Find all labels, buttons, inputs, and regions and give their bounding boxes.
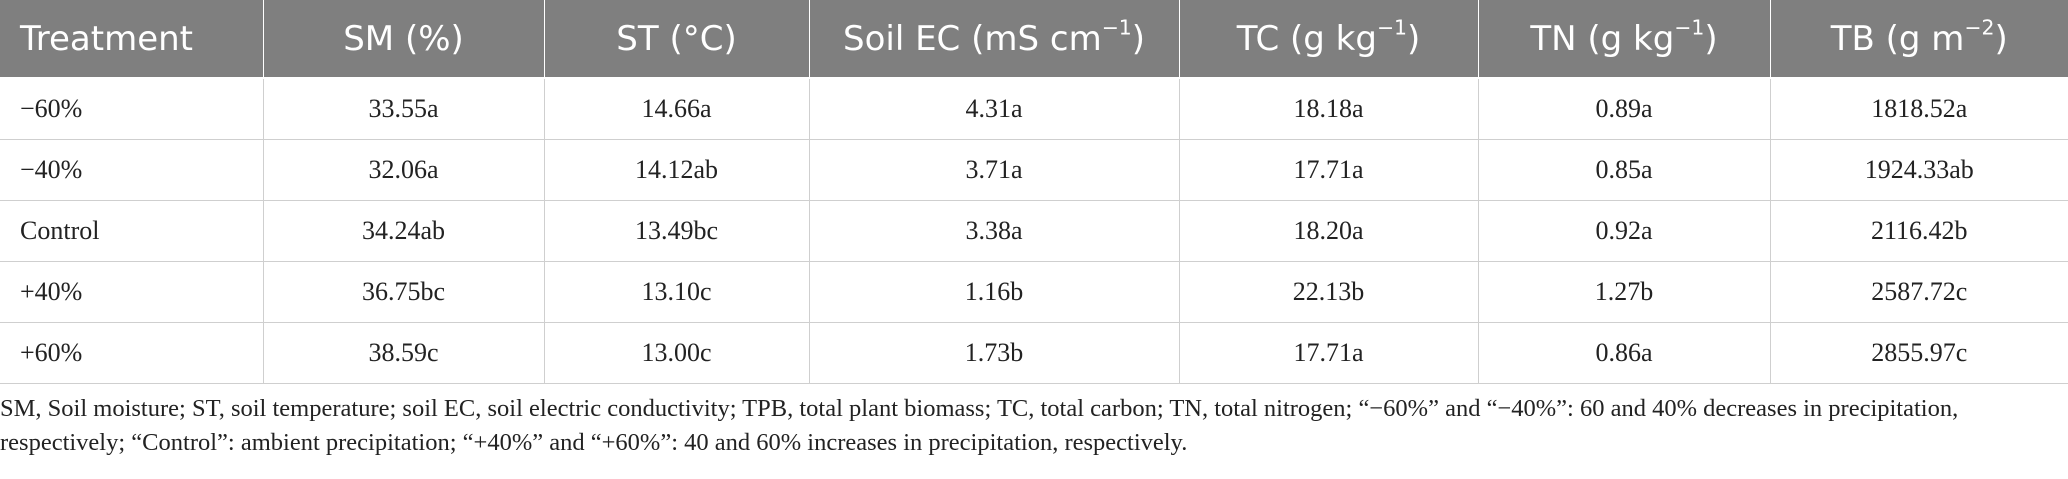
header-st: ST (°C) xyxy=(544,0,810,79)
cell-soil-ec: 1.16b xyxy=(809,261,1180,323)
cell-soil-ec: 3.38a xyxy=(809,200,1180,262)
data-table-container: Treatment SM (%) ST (°C) Soil EC (mS cm−… xyxy=(0,0,2068,384)
header-tb: TB (g m−2) xyxy=(1770,0,2068,79)
cell-st: 14.66a xyxy=(544,77,810,140)
cell-st: 13.10c xyxy=(544,261,810,323)
cell-soil-ec: 3.71a xyxy=(809,139,1180,201)
cell-tn: 0.85a xyxy=(1478,139,1771,201)
header-sm: SM (%) xyxy=(263,0,545,79)
header-row: Treatment SM (%) ST (°C) Soil EC (mS cm−… xyxy=(0,0,2068,79)
table-row: +40% 36.75bc 13.10c 1.16b 22.13b 1.27b 2… xyxy=(0,261,2068,323)
header-soil-ec: Soil EC (mS cm−1) xyxy=(809,0,1180,79)
header-tn: TN (g kg−1) xyxy=(1478,0,1771,79)
cell-treatment: +60% xyxy=(0,322,264,384)
cell-tb: 2587.72c xyxy=(1770,261,2068,323)
cell-tc: 17.71a xyxy=(1179,322,1479,384)
cell-tc: 18.18a xyxy=(1179,77,1479,140)
table-row: +60% 38.59c 13.00c 1.73b 17.71a 0.86a 28… xyxy=(0,322,2068,384)
cell-sm: 34.24ab xyxy=(263,200,545,262)
cell-soil-ec: 4.31a xyxy=(809,77,1180,140)
cell-soil-ec: 1.73b xyxy=(809,322,1180,384)
cell-tb: 1924.33ab xyxy=(1770,139,2068,201)
cell-sm: 33.55a xyxy=(263,77,545,140)
cell-sm: 36.75bc xyxy=(263,261,545,323)
cell-treatment: +40% xyxy=(0,261,264,323)
cell-tc: 22.13b xyxy=(1179,261,1479,323)
table-row: Control 34.24ab 13.49bc 3.38a 18.20a 0.9… xyxy=(0,200,2068,262)
cell-tn: 0.89a xyxy=(1478,77,1771,140)
cell-tb: 2855.97c xyxy=(1770,322,2068,384)
cell-tn: 1.27b xyxy=(1478,261,1771,323)
cell-tn: 0.86a xyxy=(1478,322,1771,384)
cell-tc: 18.20a xyxy=(1179,200,1479,262)
cell-tc: 17.71a xyxy=(1179,139,1479,201)
cell-treatment: Control xyxy=(0,200,264,262)
cell-sm: 38.59c xyxy=(263,322,545,384)
cell-treatment: −60% xyxy=(0,77,264,140)
table-row: −40% 32.06a 14.12ab 3.71a 17.71a 0.85a 1… xyxy=(0,139,2068,201)
header-tc: TC (g kg−1) xyxy=(1179,0,1479,79)
cell-st: 14.12ab xyxy=(544,139,810,201)
header-treatment: Treatment xyxy=(0,0,264,79)
table-footnote: SM, Soil moisture; ST, soil temperature;… xyxy=(0,395,1959,456)
cell-tb: 1818.52a xyxy=(1770,77,2068,140)
cell-tb: 2116.42b xyxy=(1770,200,2068,262)
cell-treatment: −40% xyxy=(0,139,264,201)
cell-st: 13.49bc xyxy=(544,200,810,262)
cell-sm: 32.06a xyxy=(263,139,545,201)
data-table: Treatment SM (%) ST (°C) Soil EC (mS cm−… xyxy=(0,0,2068,384)
table-row: −60% 33.55a 14.66a 4.31a 18.18a 0.89a 18… xyxy=(0,77,2068,140)
cell-tn: 0.92a xyxy=(1478,200,1771,262)
cell-st: 13.00c xyxy=(544,322,810,384)
